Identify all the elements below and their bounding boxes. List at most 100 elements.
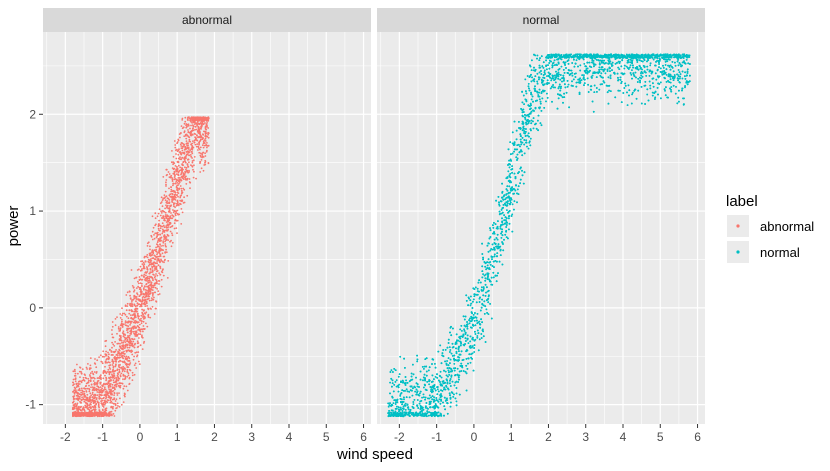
- data-point: [83, 396, 85, 398]
- data-point: [193, 117, 196, 120]
- data-point: [181, 149, 184, 152]
- data-point: [117, 405, 119, 407]
- data-point: [182, 126, 185, 129]
- data-point: [117, 376, 119, 378]
- data-point: [106, 383, 109, 386]
- data-point: [185, 126, 188, 129]
- data-point: [95, 402, 98, 405]
- data-point: [121, 356, 124, 359]
- data-point: [149, 316, 152, 319]
- data-point: [114, 404, 117, 407]
- data-point: [81, 398, 83, 401]
- data-point: [143, 296, 146, 299]
- data-point: [147, 265, 150, 267]
- data-point: [122, 373, 125, 376]
- data-point: [118, 392, 120, 394]
- data-point: [129, 322, 132, 324]
- data-point: [122, 401, 125, 403]
- data-point: [147, 290, 150, 293]
- data-point: [75, 382, 78, 385]
- data-point: [198, 117, 201, 120]
- data-point: [101, 384, 103, 387]
- data-point: [176, 184, 179, 187]
- data-point: [181, 163, 184, 165]
- data-point: [167, 217, 170, 220]
- data-point: [119, 335, 122, 338]
- data-point: [144, 271, 147, 274]
- data-point: [191, 142, 194, 145]
- data-point: [144, 289, 147, 291]
- data-point: [145, 322, 147, 325]
- data-point: [138, 315, 140, 318]
- x-tick-label: 0: [137, 430, 144, 444]
- data-point: [142, 287, 145, 290]
- data-point: [92, 387, 95, 390]
- data-point: [161, 205, 164, 208]
- data-point: [165, 248, 168, 251]
- data-point: [122, 348, 125, 350]
- data-point: [129, 314, 132, 316]
- data-point: [172, 178, 174, 181]
- data-point: [181, 167, 184, 169]
- data-point: [103, 386, 106, 389]
- data-point: [127, 317, 130, 320]
- data-point: [75, 412, 78, 415]
- y-tick-label: 1: [29, 204, 36, 218]
- data-point: [165, 185, 167, 187]
- data-point: [83, 409, 86, 412]
- data-point: [197, 130, 200, 133]
- data-point: [91, 389, 94, 391]
- data-point: [154, 212, 157, 215]
- data-point: [199, 133, 202, 136]
- data-point: [80, 391, 83, 394]
- data-point: [180, 172, 183, 175]
- data-point: [201, 156, 204, 159]
- data-point: [172, 155, 175, 158]
- data-point: [176, 189, 178, 191]
- data-point: [160, 236, 163, 239]
- data-point: [83, 373, 86, 376]
- data-point: [95, 397, 98, 399]
- data-point: [141, 263, 144, 265]
- data-point: [150, 276, 153, 279]
- data-point: [142, 330, 144, 333]
- data-point: [144, 305, 147, 307]
- data-point: [127, 356, 130, 358]
- data-point: [118, 338, 121, 341]
- data-point: [81, 390, 84, 392]
- data-point: [161, 222, 164, 225]
- data-point: [172, 209, 174, 211]
- data-point: [188, 181, 191, 183]
- data-point: [156, 215, 159, 218]
- data-point: [131, 374, 134, 377]
- data-point: [183, 196, 186, 199]
- data-point: [108, 367, 111, 369]
- data-point: [150, 299, 153, 302]
- data-point: [198, 151, 201, 154]
- data-point: [133, 289, 136, 292]
- data-point: [202, 133, 204, 136]
- data-point: [80, 413, 82, 416]
- data-point: [135, 330, 138, 333]
- data-point: [163, 219, 165, 222]
- data-point: [89, 367, 92, 370]
- data-point: [184, 120, 187, 123]
- data-point: [104, 407, 107, 410]
- data-point: [107, 351, 109, 354]
- data-point: [146, 268, 149, 271]
- data-point: [84, 404, 87, 407]
- data-point: [146, 325, 149, 328]
- data-point: [98, 356, 100, 358]
- data-point: [126, 368, 129, 371]
- data-point: [120, 324, 122, 327]
- data-point: [111, 383, 114, 386]
- data-point: [147, 314, 150, 317]
- data-point: [96, 377, 99, 379]
- data-point: [94, 389, 96, 391]
- data-point: [155, 265, 158, 268]
- data-point: [168, 176, 171, 179]
- data-point: [177, 174, 180, 177]
- data-point: [124, 322, 127, 324]
- data-point: [174, 146, 177, 149]
- data-point: [96, 400, 99, 403]
